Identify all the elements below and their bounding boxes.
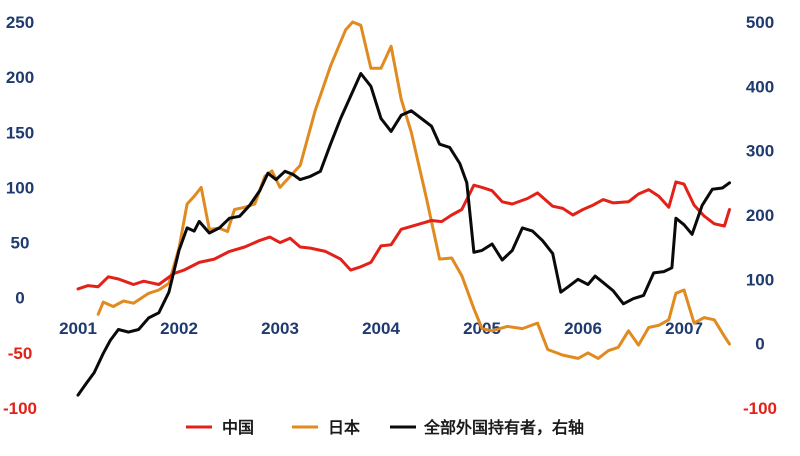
left-tick-label: -50 bbox=[8, 344, 33, 363]
plot-lines bbox=[76, 20, 731, 397]
series-line-1 bbox=[96, 20, 731, 360]
right-tick-label: 400 bbox=[746, 77, 774, 96]
x-axis-ticks: 2001 2002 2003 2004 2005 2006 2007 bbox=[59, 319, 703, 338]
left-tick-label: 50 bbox=[11, 234, 30, 253]
left-tick-label: 250 bbox=[6, 13, 34, 32]
left-tick-label: 0 bbox=[15, 289, 24, 308]
right-tick-label: 300 bbox=[746, 142, 774, 161]
x-tick-label: 2001 bbox=[59, 319, 97, 338]
x-tick-label: 2003 bbox=[261, 319, 299, 338]
series-line-0 bbox=[76, 180, 731, 291]
left-tick-label: -100 bbox=[3, 399, 37, 418]
left-tick-label: 200 bbox=[6, 68, 34, 87]
right-tick-label: 100 bbox=[746, 270, 774, 289]
left-tick-label: 150 bbox=[6, 123, 34, 142]
right-axis-ticks: -100 0 100 200 300 400 500 bbox=[743, 13, 777, 418]
legend-label-china: 中国 bbox=[222, 418, 254, 437]
series-line-2 bbox=[76, 72, 731, 397]
right-tick-label: 0 bbox=[755, 335, 764, 354]
left-tick-label: 100 bbox=[6, 178, 34, 197]
legend-label-all-foreign-holders: 全部外国持有者，右轴 bbox=[423, 418, 584, 437]
right-tick-label: 500 bbox=[746, 13, 774, 32]
left-axis-ticks: -100 -50 0 50 100 150 200 250 bbox=[3, 13, 37, 418]
right-tick-label: 200 bbox=[746, 206, 774, 225]
x-tick-label: 2004 bbox=[362, 319, 400, 338]
legend-label-japan: 日本 bbox=[328, 418, 360, 437]
x-tick-label: 2002 bbox=[160, 319, 198, 338]
legend: 中国 日本 全部外国持有者，右轴 bbox=[186, 418, 584, 437]
x-tick-label: 2006 bbox=[564, 319, 602, 338]
right-tick-label: -100 bbox=[743, 399, 777, 418]
